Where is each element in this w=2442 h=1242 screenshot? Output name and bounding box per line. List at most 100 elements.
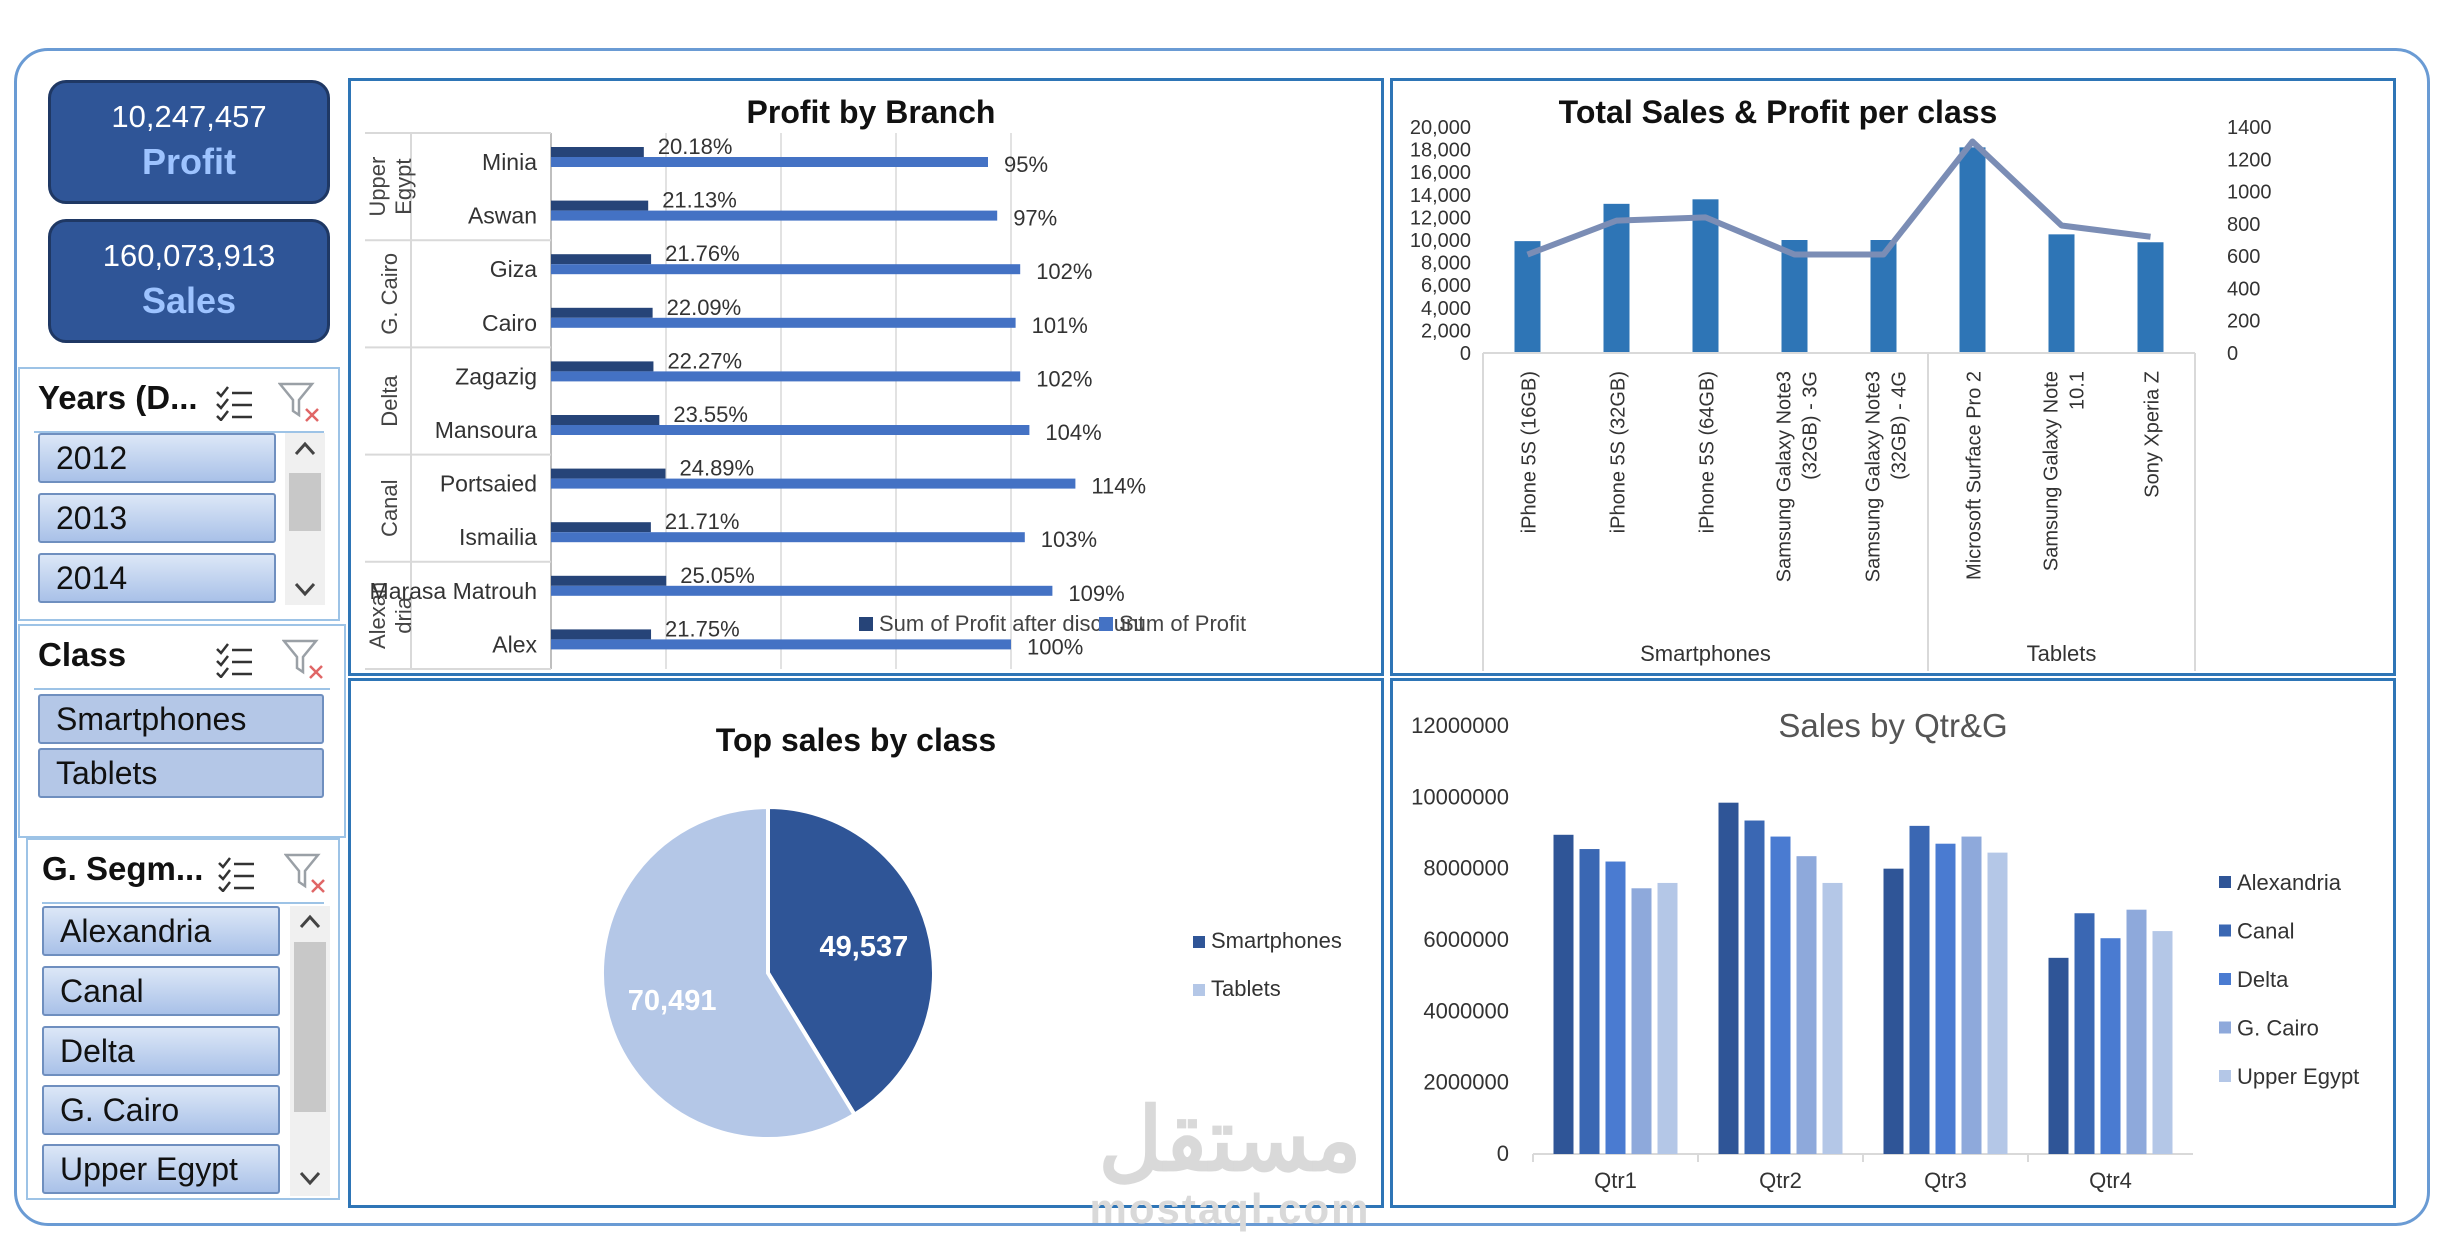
bar-sales-region (1883, 868, 1904, 1154)
bar-sales-region (1718, 802, 1739, 1154)
bar-sales (1959, 147, 1986, 353)
data-label: 25.05% (680, 563, 755, 588)
group-label-line: Canal (377, 479, 402, 536)
bar-sales-region (1657, 882, 1678, 1154)
slicer-item-2014[interactable]: 2014 (38, 553, 276, 603)
y-tick-left: 8,000 (1421, 253, 1471, 275)
bar-sales-region (2152, 931, 2173, 1154)
slicer-item-smartphones[interactable]: Smartphones (38, 694, 324, 744)
x-tick-label: Qtr3 (1924, 1168, 1967, 1193)
group-label: Alexandria (365, 582, 416, 649)
profit-by-branch-chart: Profit by Branch UpperEgypt Minia Aswan G. C… (365, 94, 1246, 670)
category-label: Minia (482, 149, 537, 175)
category-label-line: Microsoft Surface Pro 2 (1964, 371, 1986, 580)
scrollbar-thumb[interactable] (294, 942, 326, 1112)
y-tick-left: 6,000 (1421, 275, 1471, 297)
category-label-line: (32GB) - 4G (1889, 371, 1911, 480)
category-label-line: Samsung Galaxy Note3 (1774, 371, 1796, 582)
slicer-item-upper-egypt[interactable]: Upper Egypt (42, 1144, 280, 1194)
pie-data-label: 49,537 (820, 931, 909, 963)
category-label-line: iPhone 5S (64GB) (1697, 371, 1719, 533)
bar-sales (1603, 203, 1630, 353)
category-label-line: Samsung Galaxy Note (2041, 371, 2063, 571)
slicer-item-2013[interactable]: 2013 (38, 493, 276, 543)
legend-swatch (1099, 617, 1113, 631)
bar-sales (2137, 242, 2164, 353)
bar-sales-region (1631, 888, 1652, 1154)
y-tick-left: 12,000 (1410, 207, 1471, 229)
bar-sales-region (1935, 843, 1956, 1154)
chevron-down-icon[interactable] (298, 1168, 322, 1188)
y-tick-left: 2,000 (1421, 320, 1471, 342)
slicer-item-delta[interactable]: Delta (42, 1026, 280, 1076)
group-label: G. Cairo (377, 253, 402, 335)
scrollbar-thumb[interactable] (289, 473, 321, 531)
chevron-up-icon[interactable] (293, 439, 317, 459)
y-tick: 10000000 (1411, 784, 1509, 809)
slicer-item-g-cairo[interactable]: G. Cairo (42, 1085, 280, 1135)
group-label-line: Alexan (365, 582, 390, 649)
slicer-divider (42, 902, 324, 904)
slicer-item-alexandria[interactable]: Alexandria (42, 906, 280, 956)
category-label: Zagazig (455, 363, 537, 389)
category-label-line: iPhone 5S (16GB) (1519, 371, 1541, 533)
y-tick: 8000000 (1423, 856, 1509, 881)
clear-filter-icon[interactable] (284, 852, 328, 894)
bar-profit (551, 210, 998, 221)
clear-filter-icon[interactable] (278, 381, 322, 423)
group-label-line: Delta (377, 375, 402, 427)
legend-swatch (859, 617, 873, 631)
category-label: Cairo (482, 310, 537, 336)
multi-select-icon[interactable] (214, 642, 254, 678)
bar-profit (551, 371, 1021, 382)
slicer-item-canal[interactable]: Canal (42, 966, 280, 1016)
sales-profit-class-chart: Total Sales & Profit per class 20,00018,0… (1410, 94, 2272, 671)
category-label: Portsaied (440, 471, 537, 497)
class-slicer-title: Class (38, 636, 127, 673)
bar-profit (551, 157, 988, 167)
legend-swatch (1193, 984, 1205, 996)
slicer-item-tablets[interactable]: Tablets (38, 748, 324, 798)
y-tick-left: 18,000 (1410, 140, 1471, 162)
data-label: 21.13% (662, 188, 737, 213)
segment-slicer: G. Segm... Alexandria Canal Delta G. Cai… (26, 838, 340, 1200)
bar-profit (551, 532, 1025, 543)
slicer-item-2012[interactable]: 2012 (38, 433, 276, 483)
group-label: Delta (377, 375, 402, 427)
bar-profit-after-discount (551, 200, 649, 211)
bar-profit-after-discount (551, 415, 660, 425)
category-label-line: iPhone 5S (32GB) (1608, 371, 1630, 533)
y-tick-left: 0 (1460, 343, 1471, 365)
bar-profit (551, 585, 1053, 596)
years-scrollbar[interactable] (285, 433, 325, 605)
chevron-down-icon[interactable] (293, 579, 317, 599)
group-label-line: G. Cairo (377, 253, 402, 335)
y-tick-right: 200 (2227, 311, 2260, 333)
category-label: Alex (492, 631, 537, 657)
data-label: 21.71% (665, 509, 740, 534)
bar-sales-region (1770, 836, 1791, 1154)
data-label: 97% (1013, 206, 1057, 231)
data-label: 21.75% (665, 616, 740, 641)
pie-slice (600, 804, 858, 1141)
bar-profit-after-discount (551, 147, 644, 157)
segment-slicer-title: G. Segm... (42, 850, 204, 887)
legend-label: Canal (2237, 919, 2294, 944)
data-label: 21.76% (665, 241, 740, 266)
category-label: Mansoura (435, 417, 537, 443)
bar-profit (551, 478, 1076, 489)
legend-swatch (2219, 1070, 2231, 1082)
clear-filter-icon[interactable] (282, 638, 326, 680)
multi-select-icon[interactable] (214, 385, 254, 421)
chevron-up-icon[interactable] (298, 912, 322, 932)
multi-select-icon[interactable] (216, 856, 256, 892)
data-label: 100% (1027, 634, 1083, 659)
category-label: Microsoft Surface Pro 2 (1964, 371, 1986, 580)
bar-sales-region (2100, 938, 2121, 1154)
chart-title: Sales by Qtr&G (1778, 707, 2007, 744)
years-slicer: Years (D... 2012 2013 2014 (18, 367, 340, 621)
legend-swatch (2219, 876, 2231, 888)
segment-scrollbar[interactable] (290, 906, 330, 1196)
data-label: 24.89% (679, 456, 754, 481)
legend-label: Tablets (1211, 976, 1281, 1001)
